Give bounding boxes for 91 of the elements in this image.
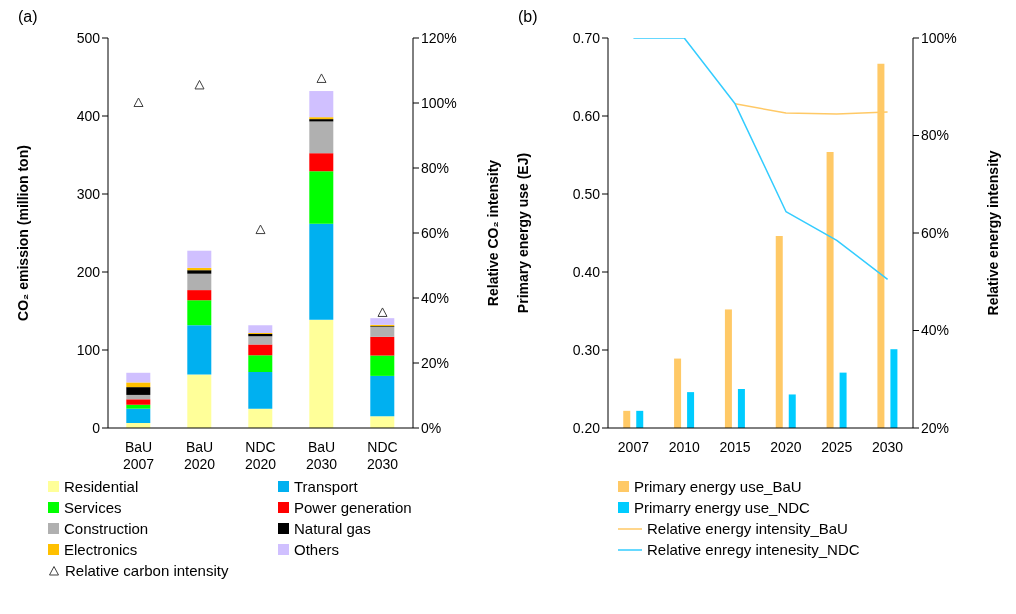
x-tick-label: 2015 <box>719 439 751 455</box>
bar <box>370 416 395 428</box>
bar <box>126 382 151 388</box>
y-tick-label: 500 <box>76 29 101 46</box>
y2-tick-label: 40% <box>921 322 950 339</box>
x-tick-label: 2025 <box>821 439 853 455</box>
bar <box>248 355 273 372</box>
x-tick-label: BaU 2030 <box>305 439 338 472</box>
legend-label: Power generation <box>294 499 412 516</box>
legend-label: Services <box>64 499 122 516</box>
x-tick-label: NDC 2030 <box>366 439 399 472</box>
x-tick-label: NDC 2020 <box>244 439 277 472</box>
x-tick-label: 2030 <box>872 439 904 455</box>
bar <box>248 336 273 345</box>
legend-label: Relative enregy intenesity_NDC <box>647 541 860 558</box>
x-tick-label: 2020 <box>770 439 802 455</box>
y-tick-label: 0.70 <box>572 29 601 46</box>
y2-tick-label: 80% <box>421 159 450 176</box>
point <box>316 73 327 83</box>
bar <box>370 318 395 325</box>
bar <box>187 325 212 375</box>
bar <box>187 250 212 268</box>
y-tick-label: 0.30 <box>572 341 601 358</box>
point <box>255 224 266 235</box>
bar <box>309 319 334 428</box>
bar <box>187 374 212 428</box>
x-tick-label: 2010 <box>668 439 701 455</box>
y-tick-label: 200 <box>76 263 101 280</box>
bar <box>126 387 151 395</box>
point <box>377 307 388 317</box>
y-axis-title: CO₂ emission (million ton) <box>14 145 31 321</box>
y2-tick-label: 120% <box>421 29 457 46</box>
bar <box>126 399 151 405</box>
bar <box>370 355 395 376</box>
bar <box>370 326 395 337</box>
y-tick-label: 0 <box>92 419 101 436</box>
legend-label: Relative carbon intensity <box>65 562 229 579</box>
y-tick-label: 100 <box>76 341 101 358</box>
bar <box>370 336 395 356</box>
y2-tick-label: 0% <box>421 419 442 436</box>
y2-tick-label: 20% <box>921 419 950 436</box>
bar <box>309 121 334 154</box>
legend-label: Residential <box>64 478 139 495</box>
line-series <box>632 38 889 281</box>
legend-label: Natural gas <box>294 520 371 537</box>
y-tick-label: 0.20 <box>572 419 601 436</box>
bar <box>248 344 273 356</box>
y-tick-label: 0.60 <box>572 107 601 124</box>
legend-label: Transport <box>294 478 358 495</box>
chart-title: (b) <box>518 8 538 26</box>
y-axis-title: Primary energy use (EJ) <box>514 152 531 314</box>
bar <box>187 290 212 301</box>
bar <box>309 91 334 118</box>
point <box>133 97 144 107</box>
chart-title: (a) <box>18 8 38 26</box>
point <box>194 79 205 90</box>
bar <box>309 153 334 172</box>
bar <box>187 300 212 326</box>
y2-tick-label: 60% <box>921 224 950 241</box>
bar <box>370 375 395 417</box>
legend-label: Relative energy intensity_BaU <box>647 520 848 537</box>
bar <box>126 404 151 409</box>
bar <box>126 394 151 400</box>
legend-label: Construction <box>64 520 149 537</box>
bar <box>248 372 273 409</box>
bar <box>309 223 334 320</box>
legend-label: Electronics <box>64 541 138 558</box>
bar <box>248 325 273 333</box>
y2-tick-label: 100% <box>921 29 957 46</box>
legend-label: Primarry energy use_NDC <box>634 499 810 516</box>
legend-label: Others <box>294 541 340 558</box>
x-tick-label: BaU 2020 <box>183 439 216 472</box>
y-tick-label: 300 <box>76 185 101 202</box>
y-tick-label: 0.50 <box>572 185 601 202</box>
y2-tick-label: 80% <box>921 127 950 144</box>
y2-tick-label: 40% <box>421 289 450 306</box>
y-tick-label: 0.40 <box>572 263 601 280</box>
bar <box>126 372 151 383</box>
bar <box>309 171 334 224</box>
y2-tick-label: 20% <box>421 354 450 371</box>
y2-axis-title: Relative energy intensity <box>984 150 1001 316</box>
bar <box>248 408 273 428</box>
y2-tick-label: 100% <box>421 94 457 111</box>
x-tick-label: BaU 2007 <box>122 439 155 472</box>
y2-axis-title: Relative CO₂ intensity <box>484 159 501 307</box>
y2-tick-label: 60% <box>421 224 450 241</box>
bar <box>187 273 212 291</box>
legend-label: Primary energy use_BaU <box>634 478 802 495</box>
bar <box>126 408 151 424</box>
y-tick-label: 400 <box>76 107 101 124</box>
x-tick-label: 2007 <box>617 439 650 455</box>
